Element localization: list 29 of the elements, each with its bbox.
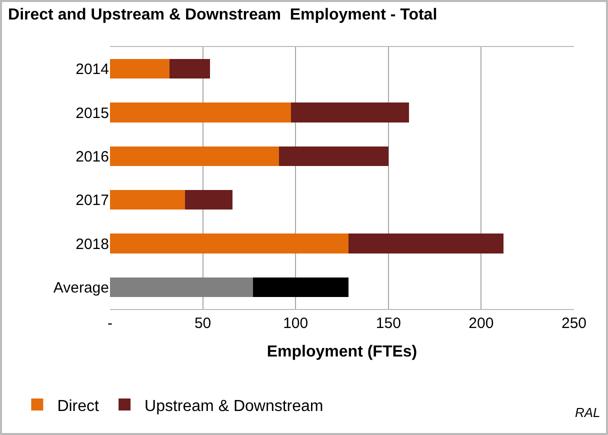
bar: [110, 102, 291, 122]
x-tick-label: 50: [194, 315, 212, 332]
chart-title: Direct and Upstream & Downstream Employment - Total: [8, 6, 438, 24]
y-tick-label: 2014: [76, 61, 109, 78]
x-tick-label: -: [108, 315, 112, 332]
legend-label: Upstream & Downstream: [144, 398, 324, 415]
bar: [110, 277, 253, 297]
bar: [290, 102, 409, 122]
bar: [348, 234, 504, 254]
y-tick-label: 2017: [76, 192, 109, 210]
bar: [169, 59, 210, 79]
y-tick-label: 2016: [76, 148, 109, 166]
bar: [185, 190, 232, 210]
bar: [252, 277, 348, 297]
y-tick-label: 2015: [76, 104, 109, 122]
x-tick-label: 200: [468, 315, 494, 332]
x-tick-label: 250: [561, 315, 587, 332]
bar: [110, 190, 186, 210]
bar: [110, 59, 170, 79]
x-tick-label: 150: [376, 315, 401, 332]
bar: [110, 234, 348, 254]
text: RAL: [575, 405, 600, 420]
legend-label: Direct: [57, 398, 100, 415]
y-tick-label: 2018: [76, 236, 109, 253]
x-tick-label: 100: [283, 315, 308, 332]
bar: [110, 146, 279, 166]
bar: [278, 146, 388, 166]
x-axis-title: Employment (FTEs): [266, 344, 418, 361]
y-tick-label: Average: [53, 279, 109, 296]
